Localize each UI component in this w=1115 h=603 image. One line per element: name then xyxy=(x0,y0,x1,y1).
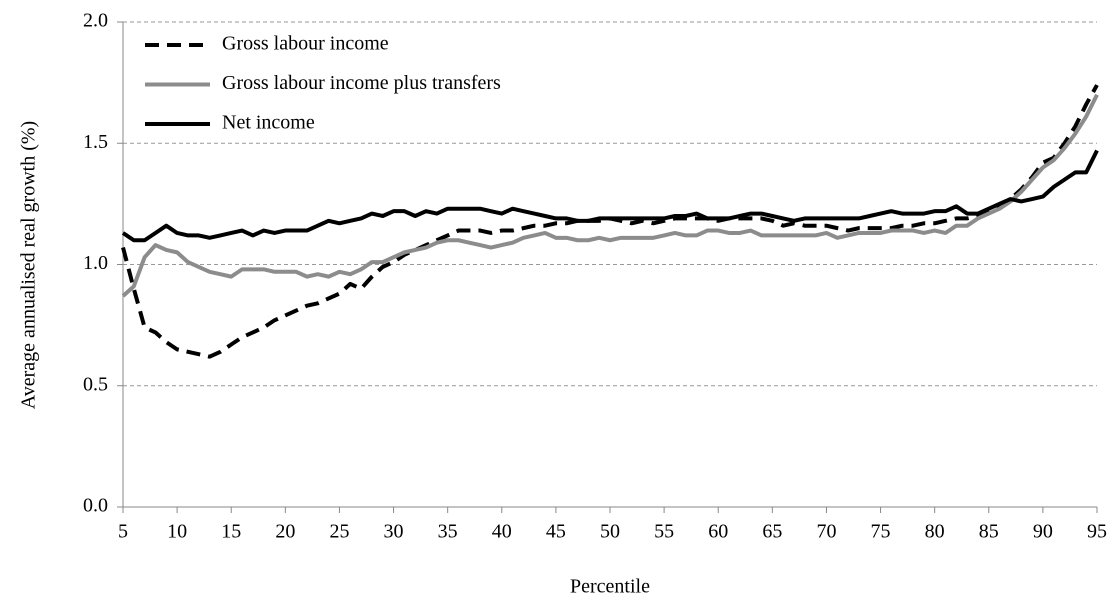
x-tick-label: 50 xyxy=(600,521,620,543)
x-tick-label: 5 xyxy=(118,521,128,543)
x-axis-label: Percentile xyxy=(570,576,650,598)
x-tick-label: 15 xyxy=(221,521,241,543)
x-tick-label: 45 xyxy=(546,521,566,543)
x-tick-label: 20 xyxy=(275,521,295,543)
y-tick-label: 2.0 xyxy=(83,10,108,32)
legend-label: Gross labour income xyxy=(222,33,389,55)
legend-label: Gross labour income plus transfers xyxy=(222,72,501,94)
x-tick-label: 90 xyxy=(1033,521,1053,543)
x-tick-label: 95 xyxy=(1087,521,1107,543)
x-tick-label: 75 xyxy=(871,521,891,543)
y-tick-label: 0.0 xyxy=(83,495,108,517)
x-tick-label: 40 xyxy=(492,521,512,543)
x-tick-label: 60 xyxy=(708,521,728,543)
y-axis-label: Average annualised real growth (%) xyxy=(18,121,40,409)
series-line xyxy=(121,93,1099,298)
legend-label: Net income xyxy=(222,112,315,134)
series-line xyxy=(121,149,1099,243)
y-tick-label: 1.5 xyxy=(83,131,108,153)
y-tick-label: 0.5 xyxy=(83,373,108,395)
x-tick-label: 70 xyxy=(816,521,836,543)
x-tick-label: 80 xyxy=(925,521,945,543)
y-tick-label: 1.0 xyxy=(83,252,108,274)
x-tick-label: 65 xyxy=(762,521,782,543)
x-tick-label: 55 xyxy=(654,521,674,543)
x-tick-label: 35 xyxy=(438,521,458,543)
x-tick-label: 25 xyxy=(329,521,349,543)
x-tick-label: 30 xyxy=(384,521,404,543)
x-tick-label: 85 xyxy=(979,521,999,543)
x-tick-label: 10 xyxy=(167,521,187,543)
